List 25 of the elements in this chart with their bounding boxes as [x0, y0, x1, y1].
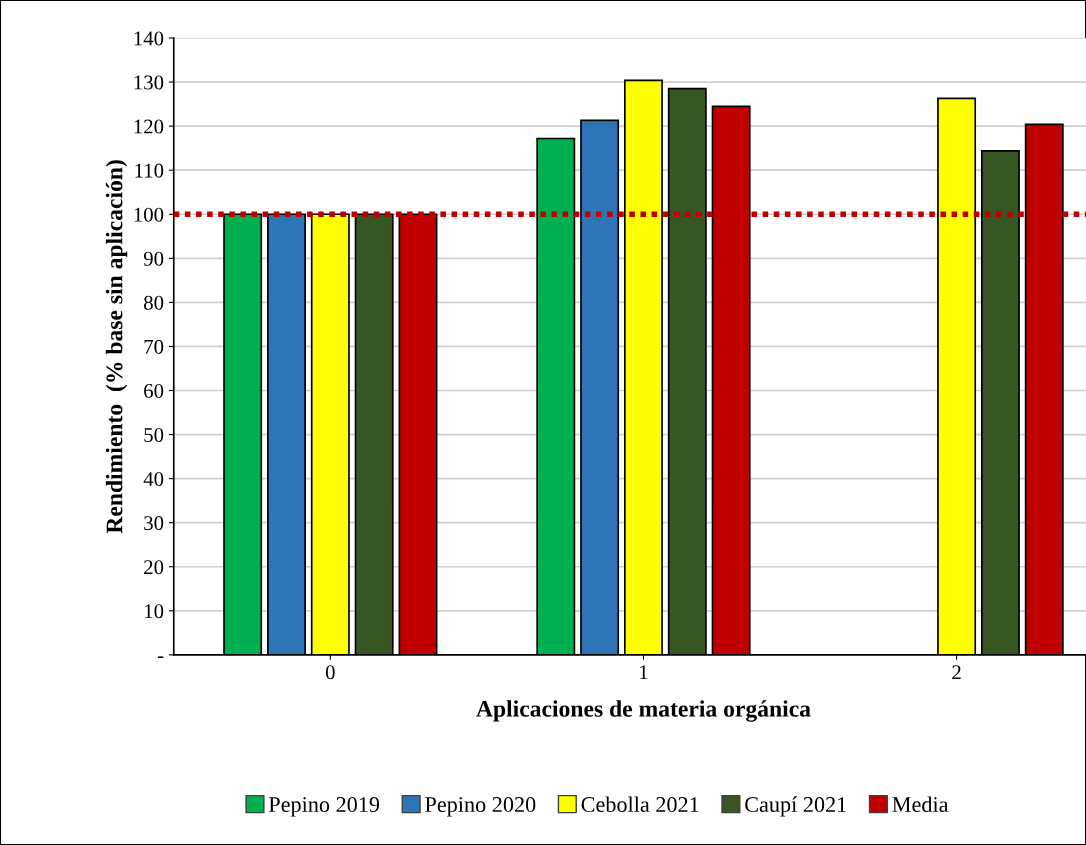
y-tick-label: 140 — [134, 31, 164, 46]
y-axis-title: Rendimiento (% base sin aplicación) — [105, 160, 128, 534]
y-tick-label: 30 — [144, 516, 164, 531]
y-tick-label: 20 — [144, 560, 164, 575]
legend-label: Cebolla 2021 — [581, 796, 699, 813]
y-tick-label: 130 — [134, 75, 164, 90]
legend-label: Pepino 2020 — [425, 797, 536, 817]
y-tick-label: 90 — [143, 251, 164, 266]
x-tick-label: 0 — [325, 665, 335, 680]
y-tick-label: 70 — [144, 339, 164, 354]
legend-label: Media — [892, 796, 949, 813]
y-tick-label: 40 — [143, 472, 164, 487]
y-tick-label: 10 — [145, 604, 164, 619]
x-tick-label: 1 — [640, 665, 648, 680]
y-tick-label: 110 — [135, 163, 164, 178]
legend-label: Pepino 2019 — [268, 797, 380, 817]
legend-label: Caupí 2021 — [745, 796, 846, 817]
y-tick-label: 100 — [134, 207, 164, 222]
y-tick-label: 120 — [134, 119, 164, 134]
y-tick-label: 60 — [144, 383, 164, 398]
x-axis-title: Aplicaciones de materia orgánica — [476, 700, 811, 722]
y-tick-label: 80 — [144, 295, 164, 310]
x-tick-label: 2 — [952, 665, 961, 680]
y-tick-label: - — [157, 656, 164, 658]
y-tick-label: 50 — [144, 427, 164, 442]
